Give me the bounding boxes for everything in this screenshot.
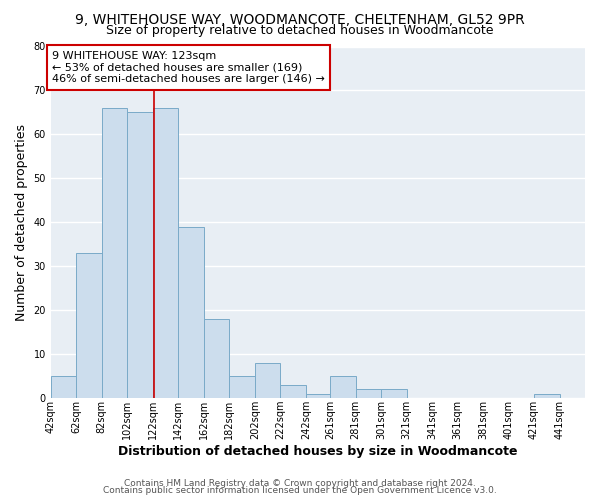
Bar [76, 253, 102, 398]
Bar [356, 390, 381, 398]
Text: Size of property relative to detached houses in Woodmancote: Size of property relative to detached ho… [106, 24, 494, 37]
Bar [102, 108, 127, 398]
Bar [381, 390, 407, 398]
Y-axis label: Number of detached properties: Number of detached properties [15, 124, 28, 321]
Text: Contains HM Land Registry data © Crown copyright and database right 2024.: Contains HM Land Registry data © Crown c… [124, 478, 476, 488]
Bar [534, 394, 560, 398]
Bar [153, 108, 178, 398]
Bar [204, 319, 229, 398]
Bar [51, 376, 76, 398]
Bar [330, 376, 356, 398]
Bar [127, 112, 153, 398]
Bar [280, 385, 306, 398]
X-axis label: Distribution of detached houses by size in Woodmancote: Distribution of detached houses by size … [118, 444, 518, 458]
Text: 9 WHITEHOUSE WAY: 123sqm
← 53% of detached houses are smaller (169)
46% of semi-: 9 WHITEHOUSE WAY: 123sqm ← 53% of detach… [52, 51, 325, 84]
Bar [255, 363, 280, 398]
Text: Contains public sector information licensed under the Open Government Licence v3: Contains public sector information licen… [103, 486, 497, 495]
Text: 9, WHITEHOUSE WAY, WOODMANCOTE, CHELTENHAM, GL52 9PR: 9, WHITEHOUSE WAY, WOODMANCOTE, CHELTENH… [75, 12, 525, 26]
Bar [178, 226, 204, 398]
Bar [229, 376, 255, 398]
Bar [306, 394, 331, 398]
